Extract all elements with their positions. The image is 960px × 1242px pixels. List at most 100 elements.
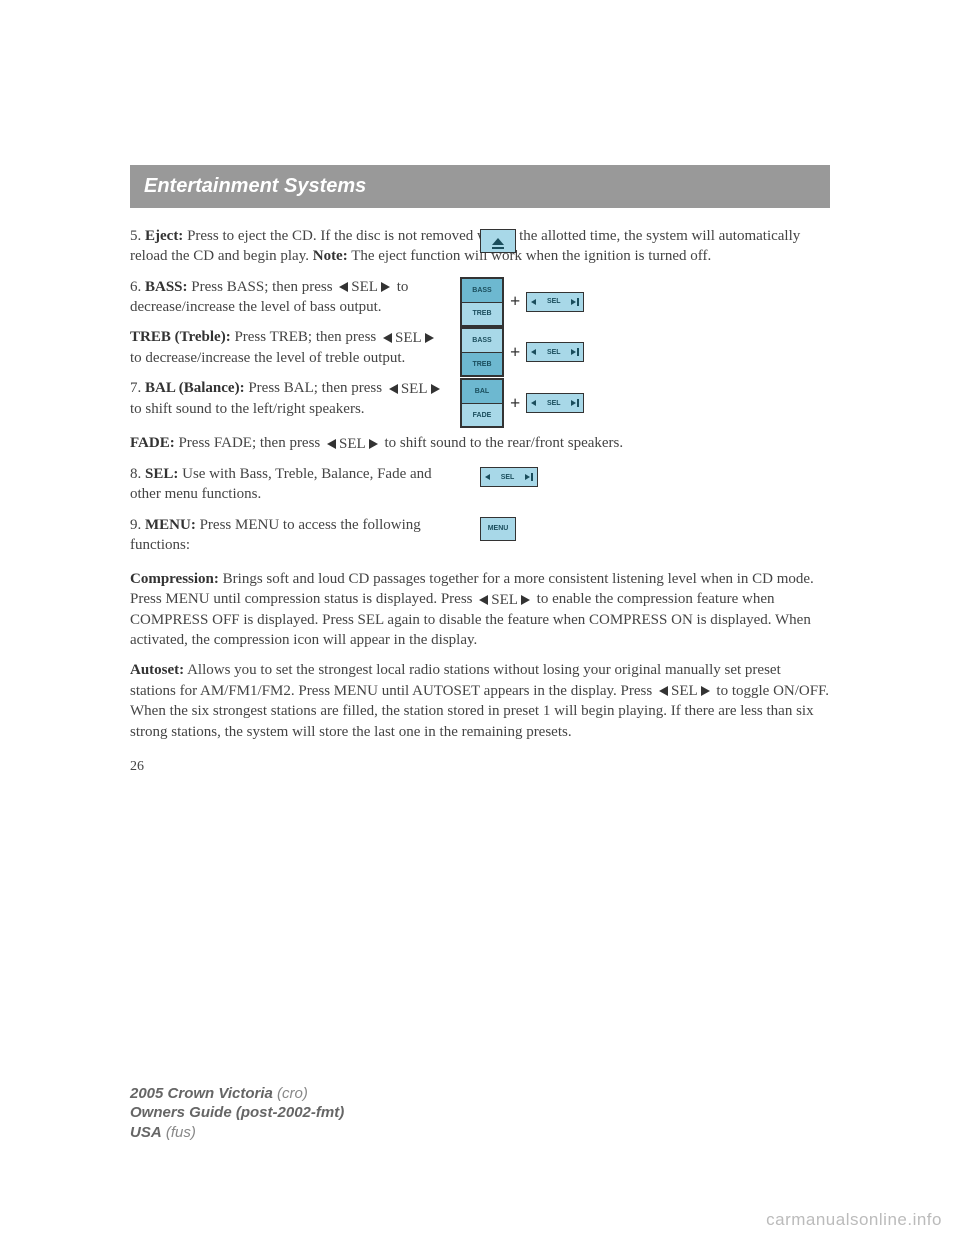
step-number: 8. <box>130 466 141 482</box>
menu-text: 9. MENU: Press MENU to access the follow… <box>130 515 450 556</box>
sel-label: SEL <box>547 298 561 305</box>
tri-right-icon <box>701 686 710 696</box>
treb-text1: Press TREB; then press <box>231 329 377 345</box>
section-fade: FADE: Press FADE; then press SEL to shif… <box>130 433 830 454</box>
inline-sel: SEL <box>336 277 393 297</box>
compression-text: Compression: Brings soft and loud CD pas… <box>130 569 830 650</box>
bal-fade-rocker: BAL FADE <box>460 378 504 428</box>
step-number: 5. <box>130 228 141 244</box>
footer-line1: 2005 Crown Victoria (cro) <box>130 1084 344 1104</box>
step-number: 6. <box>130 279 141 295</box>
sel-inline-label: SEL <box>395 328 422 348</box>
tri-left-icon <box>327 439 336 449</box>
sel-button: SEL <box>526 292 584 312</box>
bass-text1: Press BASS; then press <box>188 279 333 295</box>
sel-left-icon <box>531 349 536 355</box>
watermark: carmanualsonline.info <box>766 1210 942 1230</box>
section-header: Entertainment Systems <box>130 165 830 208</box>
bass-text: 6. BASS: Press BASS; then press SEL to d… <box>130 277 450 318</box>
inline-sel: SEL <box>656 681 713 701</box>
bal-label: BAL (Balance): <box>145 380 245 396</box>
footer-line2: Owners Guide (post-2002-fmt) <box>130 1103 344 1123</box>
sel-inline-label: SEL <box>401 379 428 399</box>
bal-text1: Press BAL; then press <box>245 380 383 396</box>
eject-label: Eject: <box>145 228 183 244</box>
footer-region: USA <box>130 1124 162 1141</box>
section-sel: SEL 8. SEL: Use with Bass, Treble, Balan… <box>130 464 830 505</box>
sel-label: SEL <box>501 474 515 481</box>
autoset-label: Autoset: <box>130 662 184 678</box>
tri-right-icon <box>425 333 434 343</box>
section-bal: BAL FADE + SEL 7. BAL (Balance): Press B… <box>130 378 830 419</box>
treb-label: TREB (Treble): <box>130 329 231 345</box>
sel-button: SEL <box>480 467 538 487</box>
sel-inline-label: SEL <box>491 590 518 610</box>
sel-bar-icon <box>577 298 579 306</box>
step-number: 9. <box>130 517 141 533</box>
sel-left-icon <box>485 474 490 480</box>
note-label: Note: <box>313 248 348 264</box>
sel-section-label: SEL: <box>145 466 178 482</box>
sel-inline-label: SEL <box>671 681 698 701</box>
footer-code1: (cro) <box>273 1085 308 1102</box>
bass-button-group: BASS TREB + SEL <box>460 277 584 327</box>
tri-right-icon <box>381 282 390 292</box>
fade-text: FADE: Press FADE; then press SEL to shif… <box>130 433 830 454</box>
tri-right-icon <box>431 384 440 394</box>
sel-label: SEL <box>547 400 561 407</box>
inline-sel: SEL <box>386 379 443 399</box>
inline-sel: SEL <box>380 328 437 348</box>
page-number: 26 <box>130 758 830 777</box>
sel-right-icon <box>571 400 576 406</box>
step-number: 7. <box>130 380 141 396</box>
fade-label: FADE: <box>130 435 175 451</box>
autoset-text: Autoset: Allows you to set the strongest… <box>130 660 830 741</box>
inline-sel: SEL <box>324 434 381 454</box>
fade-text1: Press FADE; then press <box>175 435 321 451</box>
sel-right-icon <box>571 299 576 305</box>
menu-label: MENU <box>488 525 509 532</box>
footer-guide: Owners Guide (post-2002-fmt) <box>130 1104 344 1121</box>
bass-button: BASS <box>461 328 503 352</box>
section-bass: BASS TREB + SEL 6. BASS: Press BASS; the… <box>130 277 830 318</box>
footer-code2: (fus) <box>162 1124 196 1141</box>
eject-icon <box>492 238 504 245</box>
fade-button: FADE <box>461 403 503 427</box>
treb-text: TREB (Treble): Press TREB; then press SE… <box>130 327 450 368</box>
section-menu: MENU 9. MENU: Press MENU to access the f… <box>130 515 830 556</box>
sel-right-icon <box>571 349 576 355</box>
section-title: Entertainment Systems <box>144 175 816 198</box>
sel-button: SEL <box>526 342 584 362</box>
plus-icon: + <box>510 342 520 363</box>
tri-left-icon <box>389 384 398 394</box>
tri-left-icon <box>339 282 348 292</box>
footer-model: 2005 Crown Victoria <box>130 1085 273 1102</box>
tri-left-icon <box>479 595 488 605</box>
footer: 2005 Crown Victoria (cro) Owners Guide (… <box>130 1084 344 1143</box>
plus-icon: + <box>510 393 520 414</box>
sel-inline-label: SEL <box>351 277 378 297</box>
section-compression: Compression: Brings soft and loud CD pas… <box>130 569 830 650</box>
tri-right-icon <box>521 595 530 605</box>
sel-label: SEL <box>547 349 561 356</box>
sel-text: 8. SEL: Use with Bass, Treble, Balance, … <box>130 464 450 505</box>
section-eject: 5. Eject: Press to eject the CD. If the … <box>130 226 830 267</box>
section-autoset: Autoset: Allows you to set the strongest… <box>130 660 830 741</box>
menu-section-label: MENU: <box>145 517 196 533</box>
eject-text2: The eject function will work when the ig… <box>348 248 712 264</box>
sel-bar-icon <box>577 399 579 407</box>
sel-button-group: SEL <box>480 467 538 487</box>
bal-text: 7. BAL (Balance): Press BAL; then press … <box>130 378 450 419</box>
tri-left-icon <box>383 333 392 343</box>
tri-left-icon <box>659 686 668 696</box>
sel-bar-icon <box>577 348 579 356</box>
treb-button: TREB <box>461 302 503 326</box>
treb-button: TREB <box>461 352 503 376</box>
sel-right-icon <box>525 474 530 480</box>
footer-line3: USA (fus) <box>130 1123 344 1143</box>
bass-label: BASS: <box>145 279 188 295</box>
bass-treb-rocker: BASS TREB <box>460 277 504 327</box>
bal-button-group: BAL FADE + SEL <box>460 378 584 428</box>
sel-left-icon <box>531 299 536 305</box>
sel-left-icon <box>531 400 536 406</box>
